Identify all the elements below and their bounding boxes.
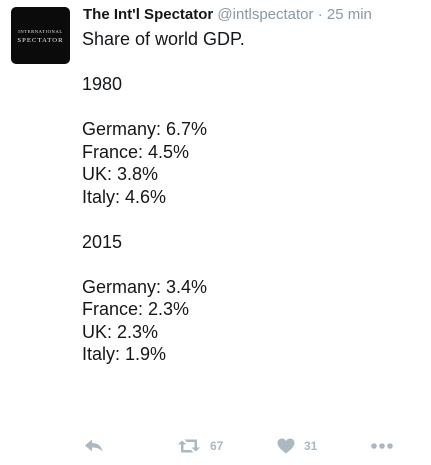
tweet-text-line: 2015 — [82, 231, 123, 252]
tweet-text-line: Italy: 4.6% — [82, 186, 167, 207]
tweet-text-line: Germany: 6.7% — [82, 119, 208, 139]
blank-line — [82, 253, 422, 276]
tweet-timestamp[interactable]: 25 min — [326, 6, 372, 23]
account-username[interactable]: @intlspectator — [217, 6, 314, 23]
tweet-text-line: UK: 2.3% — [82, 321, 159, 342]
tweet-text: Share of world GDP. 1980 Germany: 6.7% Fran… — [82, 28, 422, 366]
tweet-text-line: France: 2.3% — [82, 299, 190, 319]
tweet-text-line: 1980 — [82, 74, 123, 94]
avatar[interactable]: INTERNATIONAL SPECTATOR — [11, 7, 70, 64]
like-count: 31 — [304, 439, 318, 453]
blank-line — [82, 96, 422, 119]
tweet-text-line: France: 4.5% — [82, 141, 190, 162]
retweet-icon — [177, 438, 201, 454]
avatar-logo-line1: INTERNATIONAL — [18, 29, 63, 34]
tweet-text-line: Italy: 1.9% — [82, 344, 167, 364]
more-dots-icon — [370, 442, 394, 450]
heart-icon — [277, 438, 295, 454]
blank-line — [82, 51, 422, 74]
like-button[interactable]: 31 — [277, 432, 317, 460]
retweet-count: 67 — [210, 439, 224, 453]
more-button[interactable] — [370, 432, 394, 460]
retweet-button[interactable]: 67 — [177, 432, 223, 460]
avatar-logo-line2: SPECTATOR — [17, 37, 64, 44]
tweet-actions: 67 31 — [0, 432, 431, 460]
reply-button[interactable] — [84, 432, 104, 460]
tweet-text-line: Share of world GDP. — [82, 29, 245, 49]
tweet-text-line: Germany: 3.4% — [82, 276, 208, 297]
blank-line — [82, 208, 422, 231]
account-fullname[interactable]: The Int'l Spectator — [83, 6, 214, 23]
tweet-header: The Int'l Spectator @intlspectator · 25 … — [83, 5, 372, 25]
reply-icon — [84, 438, 104, 454]
header-separator: · — [317, 6, 323, 23]
tweet-text-line: UK: 3.8% — [82, 164, 159, 184]
